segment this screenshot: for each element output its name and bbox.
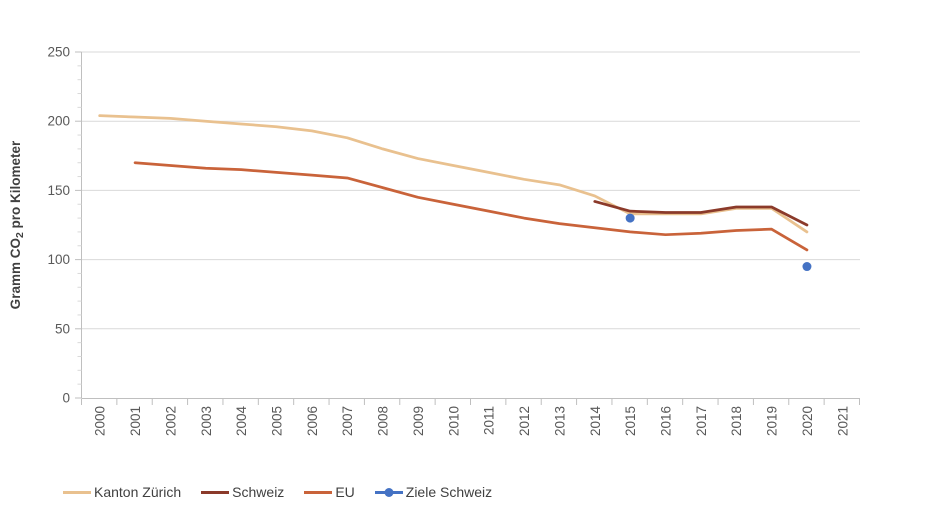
y-tick-label-50: 50 [55, 321, 70, 336]
x-tick-label-2021: 2021 [835, 406, 850, 436]
x-tick-label-2004: 2004 [234, 406, 249, 437]
x-tick-label-2014: 2014 [588, 406, 603, 437]
x-tick-label-2017: 2017 [694, 406, 709, 436]
x-tick-label-2006: 2006 [305, 406, 320, 436]
x-tick-label-2016: 2016 [659, 406, 674, 436]
legend-item-schweiz: Schweiz [201, 482, 284, 502]
y-tick-label-0: 0 [62, 391, 70, 406]
series-1-schweiz-line [593, 200, 809, 227]
line-chart: 0 50 100 150 200 250 2000 2001 2002 2003 2004 2005 2… [8, 45, 860, 437]
series-3-ziele-schweiz-point-2015 [625, 213, 635, 223]
legend-label: Ziele Schweiz [405, 484, 493, 500]
x-tick-label-2007: 2007 [340, 406, 355, 436]
x-tick-label-2000: 2000 [93, 406, 108, 436]
x-tick-label-2011: 2011 [482, 406, 497, 435]
y-axis-title: Gramm CO2 pro Kilometer [8, 140, 26, 309]
x-tick-label-2020: 2020 [800, 406, 815, 436]
x-tick-label-2005: 2005 [270, 406, 285, 436]
x-tick-label-2002: 2002 [163, 406, 178, 436]
x-tick-label-2013: 2013 [552, 406, 567, 436]
x-tick-label-2008: 2008 [376, 406, 391, 436]
legend-item-ziele-schweiz: Ziele Schweiz [374, 482, 493, 502]
x-tick-label-2018: 2018 [729, 406, 744, 436]
series-3-ziele-schweiz-point-2020 [802, 262, 812, 272]
legend-swatch-icon [201, 491, 230, 494]
x-tick-label-2015: 2015 [623, 406, 638, 436]
x-tick-label-2001: 2001 [128, 406, 143, 436]
legend-item-eu: EU [304, 482, 355, 502]
x-tick-label-2010: 2010 [446, 406, 461, 436]
x-tick-label-2012: 2012 [517, 406, 532, 436]
legend-item-kanton-z-rich: Kanton Zürich [63, 482, 181, 502]
x-tick-label-2003: 2003 [199, 406, 214, 436]
x-tick-label-2009: 2009 [411, 406, 426, 436]
legend-swatch-icon [304, 491, 333, 494]
series-2-eu-line [133, 161, 809, 252]
y-tick-label-200: 200 [47, 114, 70, 129]
y-tick-label-250: 250 [47, 45, 70, 60]
legend-label: Kanton Zürich [94, 484, 182, 500]
legend-swatch-icon [374, 488, 403, 497]
y-tick-label-150: 150 [47, 183, 70, 198]
legend-swatch-icon [63, 491, 91, 494]
series-0-kanton-z-rich-line [98, 114, 809, 234]
legend-label: Schweiz [232, 484, 285, 500]
y-tick-label-100: 100 [47, 252, 70, 267]
x-tick-label-2019: 2019 [765, 406, 780, 436]
legend-label: EU [335, 484, 355, 500]
chart-legend: Kanton Zürich Schweiz EU Ziele Schweiz [63, 482, 492, 502]
